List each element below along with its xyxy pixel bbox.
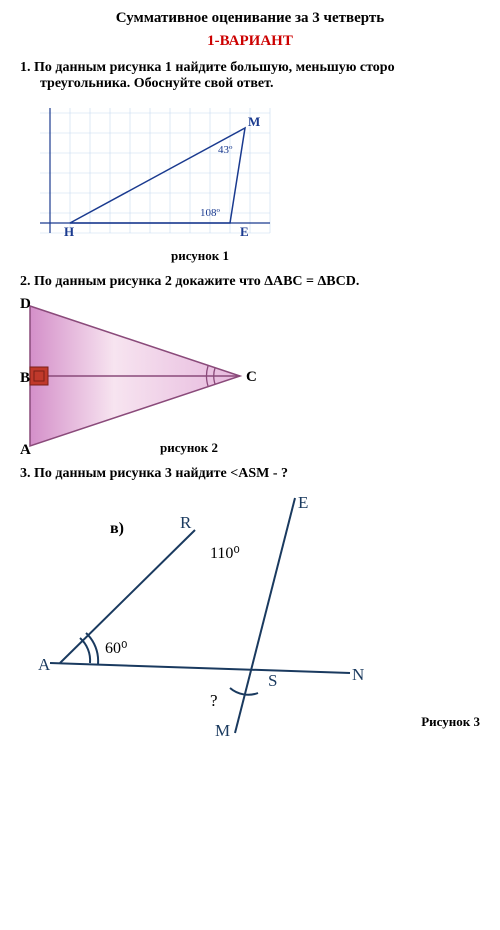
figure-3-svg: в) R E A S N M 110⁰ 60⁰ ? [20, 488, 380, 738]
label-B: B [20, 370, 30, 386]
angle-E: 108º [200, 207, 221, 219]
question-3-text: 3. По данным рисунка 3 найдите <ASM - ? [20, 466, 480, 482]
angle-M: 43º [218, 144, 233, 156]
label-C: C [246, 369, 257, 385]
label-A3: A [38, 655, 51, 674]
figure-1-svg: H E M 43º 108º [20, 98, 280, 248]
variant-label: 1-ВАРИАНТ [20, 33, 480, 50]
figure-1-caption: рисунок 1 [20, 248, 280, 264]
label-M: M [248, 114, 260, 129]
figure-3-caption: Рисунок 3 [421, 714, 480, 730]
figure-3: в) R E A S N M 110⁰ 60⁰ ? Рисунок 3 [20, 488, 480, 738]
question-1-text: 1. По данным рисунка 1 найдите большую, … [20, 60, 480, 92]
question-2-text: 2. По данным рисунка 2 докажите что ΔABC… [20, 274, 480, 290]
page-title: Суммативное оценивание за 3 четверть [20, 10, 480, 27]
label-H: H [64, 224, 74, 239]
sublabel-v: в) [110, 520, 124, 537]
label-A: A [20, 442, 31, 456]
figure-2-svg: D B C A [20, 296, 280, 456]
label-R: R [180, 513, 192, 532]
label-N: N [352, 665, 364, 684]
figure-2-caption: рисунок 2 [160, 440, 218, 456]
figure-1: H E M 43º 108º рисунок 1 [20, 98, 480, 264]
figure-2: D B C A рисунок 2 [20, 296, 480, 456]
label-E: E [240, 224, 249, 239]
label-M3: M [215, 721, 230, 738]
angle-60: 60⁰ [105, 640, 127, 657]
angle-110: 110⁰ [210, 545, 240, 562]
angle-q: ? [210, 691, 218, 710]
label-D: D [20, 296, 31, 312]
label-E: E [298, 493, 308, 512]
label-S: S [268, 671, 277, 690]
